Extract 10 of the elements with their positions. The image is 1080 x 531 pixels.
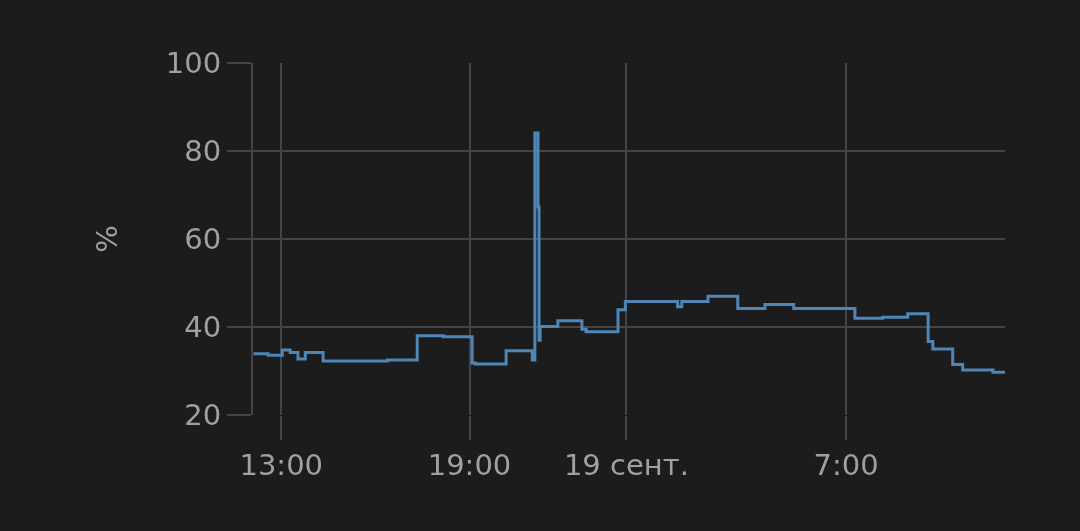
x-tick-label: 13:00 (239, 447, 324, 482)
y-tick-label: 100 (165, 46, 222, 81)
y-tick-label: 20 (184, 398, 222, 433)
x-tick-label: 19:00 (427, 447, 512, 482)
x-tick-label: 7:00 (813, 447, 879, 482)
x-tick-label: 19 сент. (563, 447, 689, 482)
y-tick-label: 80 (184, 134, 222, 169)
y-axis-title: % (89, 225, 124, 253)
y-tick-label: 40 (184, 310, 222, 345)
y-tick-label: 60 (184, 222, 222, 257)
